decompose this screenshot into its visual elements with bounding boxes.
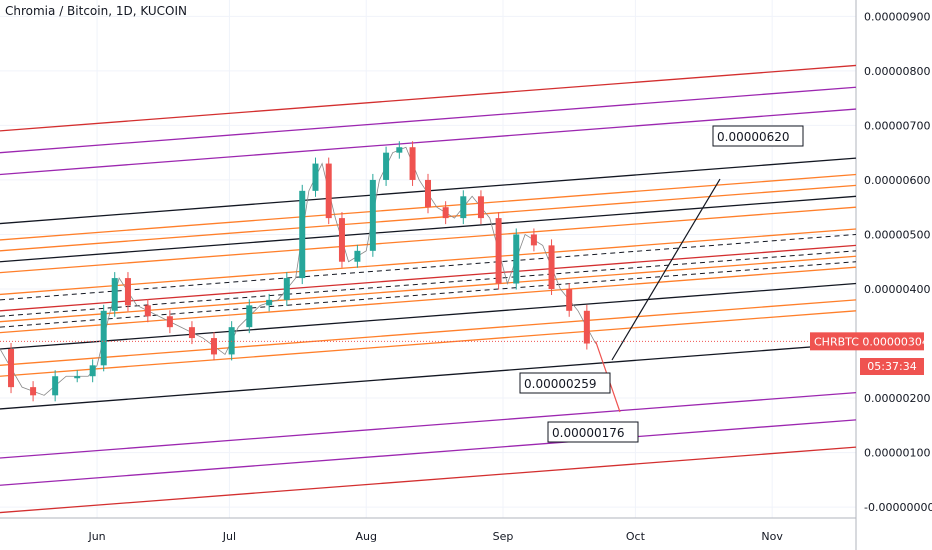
channel-line — [0, 310, 857, 377]
y-tick-label: 0.00000500 — [864, 228, 930, 241]
x-tick-label: Sep — [493, 530, 514, 543]
candle — [548, 245, 555, 289]
channel-line — [0, 184, 857, 252]
candle — [283, 278, 290, 300]
candle — [460, 196, 467, 219]
candle — [530, 234, 537, 246]
channel-line — [0, 446, 857, 514]
candle — [8, 348, 15, 388]
candle — [266, 299, 273, 306]
x-tick-label: Nov — [761, 530, 783, 543]
x-tick-label: Oct — [626, 530, 646, 543]
channel-line — [0, 244, 857, 312]
candle — [211, 338, 217, 355]
candle — [583, 310, 590, 344]
channel-midline — [0, 250, 857, 317]
channel-line — [0, 64, 857, 132]
candle — [100, 310, 107, 366]
channel-line — [0, 419, 857, 486]
target-box — [712, 125, 804, 147]
candle — [425, 179, 431, 208]
candle — [111, 278, 118, 311]
y-tick-label: 0.00000700 — [864, 119, 930, 132]
channel-line — [0, 391, 857, 459]
channel-midline — [0, 261, 857, 328]
candle — [30, 387, 37, 396]
candle — [52, 376, 59, 396]
channel-line — [0, 342, 857, 410]
candle — [299, 190, 306, 279]
candle — [166, 316, 173, 328]
candle — [513, 234, 520, 284]
target-label: 0.00000620 — [717, 130, 790, 144]
y-tick-label: 0.00000200 — [864, 392, 930, 405]
countdown-badge: 05:37:34 — [860, 358, 924, 375]
candle — [325, 163, 332, 219]
target-label: 0.00000176 — [552, 426, 625, 440]
price-badge-bg — [810, 332, 924, 351]
candle — [228, 327, 235, 355]
price-badge-text: CHRBTC 0.00000304 — [814, 335, 929, 348]
candle — [338, 218, 345, 262]
x-tick-label: Jul — [222, 530, 236, 543]
x-tick-label: Jun — [87, 530, 105, 543]
channel-line — [0, 228, 857, 296]
y-tick-label: 0.00000900 — [864, 10, 930, 23]
target-box — [519, 372, 611, 394]
y-tick-label: 0.00000100 — [864, 447, 930, 460]
candle — [369, 179, 376, 251]
channel-line — [0, 86, 857, 154]
channel-line — [0, 195, 857, 263]
candle — [409, 147, 416, 180]
target-label: 0.00000259 — [524, 377, 597, 391]
chart-title: Chromia / Bitcoin, 1D, KUCOIN — [5, 4, 187, 18]
channel-line — [0, 282, 857, 350]
candle — [442, 207, 449, 219]
candle — [477, 196, 484, 219]
candle — [495, 218, 502, 284]
candle — [383, 152, 390, 180]
channel-line — [0, 255, 857, 323]
y-tick-label: 0.00000800 — [864, 65, 930, 78]
candle — [396, 147, 403, 153]
channel-line — [0, 299, 857, 366]
candle — [89, 365, 96, 377]
candle — [74, 376, 81, 379]
y-tick-label: 0.00000400 — [864, 283, 930, 296]
y-tick-label: 0.00000600 — [864, 174, 930, 187]
candle — [188, 327, 195, 339]
channel-midline — [0, 233, 857, 301]
candle — [566, 288, 573, 311]
candle — [144, 305, 151, 317]
target-box — [547, 421, 639, 443]
candle — [246, 305, 253, 328]
y-tick-label: -0.00000000 — [864, 501, 932, 514]
candle — [124, 278, 131, 306]
candle — [354, 250, 361, 262]
channel-line — [0, 206, 857, 274]
candle — [312, 163, 319, 191]
channel-line — [0, 266, 857, 334]
up-arrow — [611, 178, 721, 361]
x-tick-label: Aug — [355, 530, 376, 543]
channel-line — [0, 108, 857, 176]
